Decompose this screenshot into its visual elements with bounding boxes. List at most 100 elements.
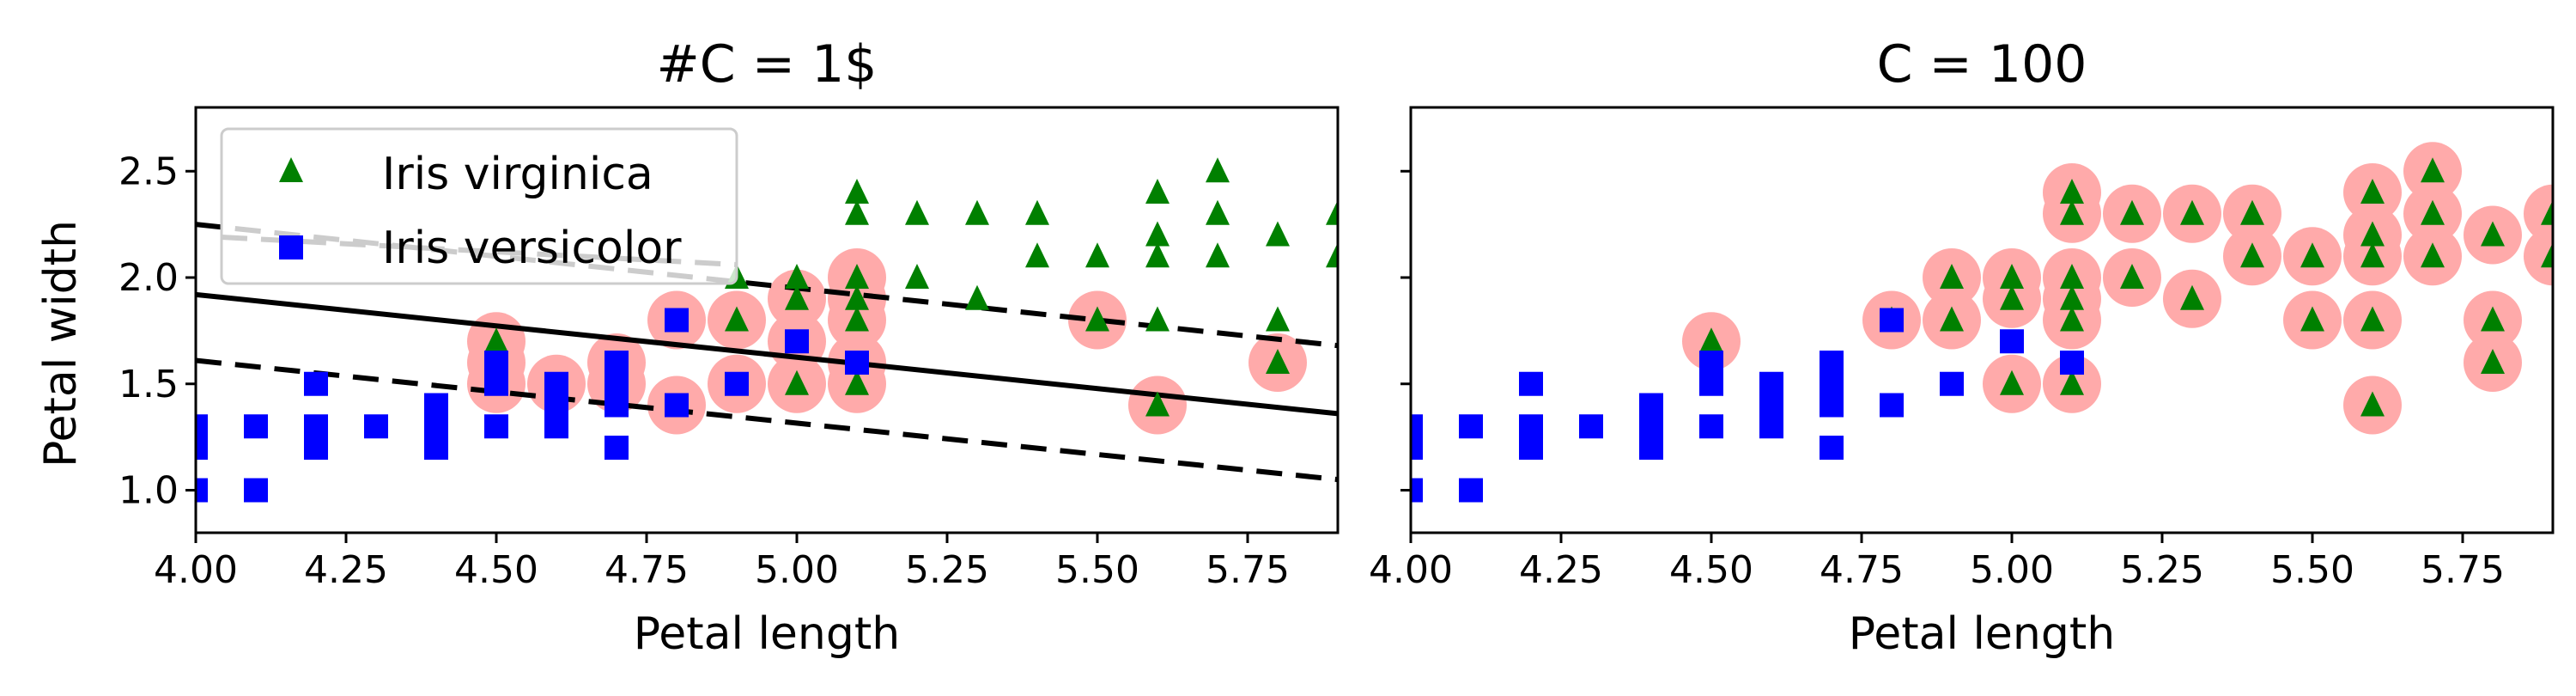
virginica-point xyxy=(2060,284,2084,310)
legend-virginica-marker xyxy=(279,157,303,182)
versicolor-point xyxy=(1759,371,1783,396)
virginica-point xyxy=(1145,242,1170,268)
virginica-point xyxy=(1266,349,1290,374)
versicolor-point xyxy=(1699,371,1723,396)
virginica-point xyxy=(1266,221,1290,247)
versicolor-point xyxy=(544,371,568,396)
plot-frame xyxy=(194,106,1340,534)
y-tick-label: 2.0 xyxy=(118,256,179,300)
versicolor-point xyxy=(785,329,809,354)
versicolor-point xyxy=(1411,436,1423,460)
virginica-point xyxy=(2360,221,2385,247)
x-tick-label: 5.75 xyxy=(2421,548,2505,592)
virginica-point xyxy=(2000,284,2024,310)
versicolor-point xyxy=(244,414,268,439)
virginica-point xyxy=(845,369,869,395)
virginica-point xyxy=(2000,264,2024,289)
x-tick-label: 5.75 xyxy=(1206,548,1290,592)
legend-dash-line xyxy=(221,235,738,267)
virginica-point xyxy=(845,306,869,332)
versicolor-point xyxy=(1579,414,1603,439)
virginica-point xyxy=(1145,179,1170,204)
virginica-point xyxy=(2240,242,2264,268)
margin-lower xyxy=(196,357,1338,483)
decision-boundary xyxy=(196,291,1338,417)
versicolor-point xyxy=(424,436,448,460)
versicolor-point xyxy=(1820,393,1844,418)
virginica-point xyxy=(1025,242,1049,268)
versicolor-point xyxy=(1759,414,1783,439)
virginica-point xyxy=(2421,157,2445,183)
virginica-point xyxy=(905,264,929,289)
x-tick-label: 4.25 xyxy=(304,548,388,592)
legend-virginica-label: Iris virginica xyxy=(382,149,653,200)
virginica-point xyxy=(845,179,869,204)
virginica-point xyxy=(2060,264,2084,289)
versicolor-point xyxy=(544,393,568,418)
legend: Iris virginica Iris versicolor xyxy=(220,127,738,285)
versicolor-point xyxy=(665,308,689,333)
versicolor-point xyxy=(1411,414,1423,439)
virginica-point xyxy=(2541,199,2553,225)
virginica-point xyxy=(2541,242,2553,268)
versicolor-point xyxy=(1699,351,1723,375)
x-tick-label: 4.75 xyxy=(1820,548,1904,592)
support-vector-highlight xyxy=(2524,184,2553,243)
x-tick-label: 4.00 xyxy=(154,548,238,592)
versicolor-point xyxy=(1699,414,1723,439)
y-axis-label: Petal width xyxy=(35,220,87,467)
versicolor-point xyxy=(544,414,568,439)
virginica-point xyxy=(2481,349,2505,374)
plot-area xyxy=(196,157,1338,503)
virginica-point xyxy=(845,264,869,289)
y-tick-label: 1.5 xyxy=(118,363,179,406)
virginica-point xyxy=(2300,242,2324,268)
virginica-point xyxy=(2240,199,2264,225)
versicolor-point xyxy=(605,436,629,460)
plot-frame xyxy=(1409,106,2555,534)
versicolor-point xyxy=(364,414,388,439)
plot-area xyxy=(1411,142,2553,503)
versicolor-point xyxy=(424,393,448,418)
margin-upper xyxy=(196,222,1338,349)
versicolor-point xyxy=(1820,436,1844,460)
versicolor-point xyxy=(665,393,689,418)
x-tick-label: 5.25 xyxy=(905,548,989,592)
virginica-point xyxy=(1699,327,1723,353)
virginica-point xyxy=(785,284,809,310)
axis-ticks: 4.00 4.25 4.50 4.75 5.00 5.25 5.50 5.75 1.0 1.5 2.… xyxy=(118,150,1290,592)
x-tick-label: 4.50 xyxy=(1669,548,1753,592)
versicolor-point xyxy=(845,351,869,375)
virginica-point xyxy=(2000,369,2024,395)
virginica-point xyxy=(1085,306,1109,332)
virginica-point xyxy=(1940,264,1964,289)
x-tick-label: 5.50 xyxy=(2270,548,2354,592)
y-tick-label: 2.5 xyxy=(118,150,179,193)
versicolor-point xyxy=(484,371,508,396)
chart-panel-c100: C = 100 Petal length 4.00 4.25 4.50 4.75 5.0… xyxy=(1369,34,2555,660)
x-tick-label: 5.00 xyxy=(1970,548,2054,592)
virginica-point xyxy=(1326,199,1338,225)
virginica-point xyxy=(1145,221,1170,247)
virginica-point xyxy=(785,264,809,289)
virginica-point xyxy=(1206,199,1230,225)
versicolor-point xyxy=(1519,414,1543,439)
y-tick-label: 1.0 xyxy=(118,469,179,513)
virginica-point xyxy=(845,199,869,225)
virginica-point xyxy=(1326,242,1338,268)
versicolor-point xyxy=(1880,393,1904,418)
versicolor-point xyxy=(1759,393,1783,418)
virginica-point xyxy=(2421,242,2445,268)
virginica-point xyxy=(1085,242,1109,268)
versicolor-point xyxy=(2060,351,2084,375)
chart-title: C = 100 xyxy=(1877,34,2087,95)
versicolor-point xyxy=(304,414,328,439)
versicolor-point xyxy=(2000,329,2024,354)
virginica-point xyxy=(1940,306,1964,332)
versicolor-point xyxy=(1639,436,1663,460)
versicolor-point xyxy=(1820,351,1844,375)
x-tick-label: 5.25 xyxy=(2120,548,2204,592)
virginica-point xyxy=(1145,391,1170,417)
versicolor-point xyxy=(484,351,508,375)
